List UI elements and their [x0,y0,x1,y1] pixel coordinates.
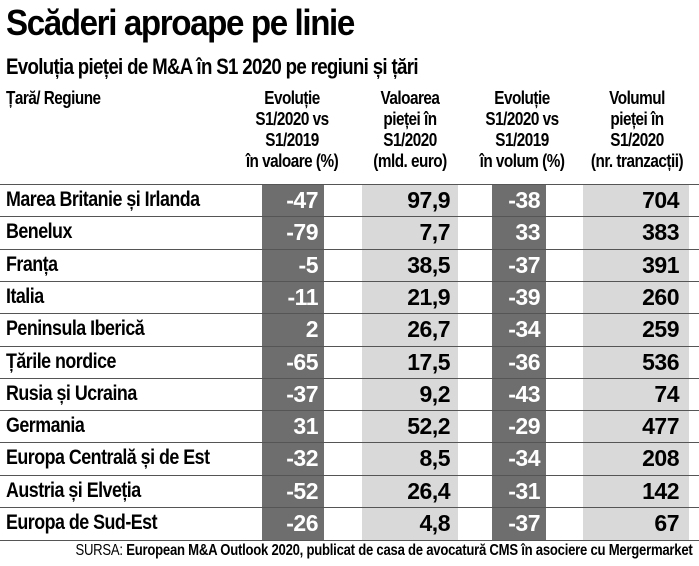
volume-cell: 74 [654,380,679,407]
value-change-cell: -37 [286,380,318,407]
volume-change-cell: -31 [508,477,540,504]
volume-cell: 67 [654,510,679,536]
header-line: Valoarea [380,88,440,108]
table-row: Austria și Elveția -52 26,4 -31 142 [0,474,699,508]
header-value-change: Evoluție S1/2020 vs S1/2019 în valoare (… [241,88,343,172]
column-band-value-change [262,184,324,540]
header-volume: Volumul pieței în S1/2020 (nr. tranzacți… [580,88,694,172]
header-line: pieței în [383,109,437,129]
region-name: Austria și Elveția [6,478,141,502]
value-cell: 26,7 [407,316,450,343]
volume-cell: 259 [642,316,679,343]
volume-cell: 142 [642,477,679,504]
region-name: Peninsula Iberică [6,317,145,341]
value-change-cell: -11 [287,283,319,310]
table-row: Marea Britanie și Irlanda -47 97,9 -38 704 [0,184,699,217]
column-band-volume-change [492,184,546,540]
volume-change-cell: -39 [508,283,540,310]
source-label: SURSA: [75,542,124,559]
column-band-volume [583,184,689,540]
table-row: Europa Centrală și de Est -32 8,5 -34 208 [0,442,699,475]
volume-cell: 536 [642,348,679,375]
volume-cell: 704 [642,187,679,213]
source-note: SURSA: European M&A Outlook 2020, public… [76,542,693,560]
header-line: S1/2019 [495,130,549,150]
source-text: European M&A Outlook 2020, publicat de c… [126,542,694,559]
value-change-cell: -26 [286,510,318,536]
value-cell: 9,2 [419,380,451,407]
volume-change-cell: -38 [508,187,540,213]
header-line: Evoluție [494,88,550,108]
value-change-cell: -32 [286,445,318,472]
volume-change-cell: -37 [508,510,540,536]
value-cell: 38,5 [407,251,450,278]
value-change-cell: -79 [286,219,318,246]
table-row: Europa de Sud-Est -26 4,8 -37 67 [0,507,699,540]
volume-change-cell: -36 [508,348,540,375]
header-line: S1/2020 [610,130,664,150]
value-cell: 52,2 [407,413,450,440]
column-band-value [362,184,458,540]
region-name: Franța [6,252,58,276]
header-region: Țară/ Regiune [6,88,101,108]
region-name: Rusia și Ucraina [6,381,137,405]
header-line: (nr. tranzacții) [590,151,684,171]
value-cell: 7,7 [419,219,451,246]
value-change-cell: -47 [286,187,318,213]
table-row: Italia -11 21,9 -39 260 [0,280,699,314]
value-cell: 97,9 [407,187,450,213]
volume-cell: 477 [642,413,679,440]
value-change-cell: -65 [286,348,318,375]
table-row: Germania 31 52,2 -29 477 [0,410,699,443]
value-change-cell: 2 [305,316,319,343]
region-name: Germania [6,414,85,438]
volume-change-cell: -34 [508,316,540,343]
volume-change-cell: -43 [508,380,540,407]
header-value: Valoarea pieței în S1/2020 (mld. euro) [359,88,461,172]
table-row: Benelux -79 7,7 33 383 [0,216,699,249]
volume-change-cell: -34 [508,445,540,472]
table-row: Rusia și Ucraina -37 9,2 -43 74 [0,377,699,411]
value-change-cell: -52 [286,477,318,504]
value-cell: 17,5 [407,348,450,375]
region-name: Țările nordice [6,349,116,373]
header-line: în volum (%) [479,151,565,171]
table-row: Țările nordice -65 17,5 -36 536 [0,345,699,379]
volume-cell: 208 [642,445,679,472]
header-line: S1/2020 vs [255,109,329,129]
volume-change-cell: 33 [515,219,540,246]
value-cell: 4,8 [419,510,451,536]
header-line: S1/2019 [265,130,319,150]
header-volume-change: Evoluție S1/2020 vs S1/2019 în volum (%) [471,88,573,172]
volume-cell: 383 [642,219,679,246]
page-subtitle: Evoluția pieței de M&A în S1 2020 pe reg… [6,54,419,79]
value-change-cell: 31 [293,413,318,440]
table-bottom-rule [0,540,699,541]
region-name: Europa Centrală și de Est [6,446,210,470]
header-line: (mld. euro) [373,151,447,171]
volume-change-cell: -29 [508,413,540,440]
header-line: pieței în [610,109,664,129]
region-name: Benelux [6,220,72,244]
header-line: Volumul [609,88,665,108]
header-line: Evoluție [264,88,320,108]
region-name: Marea Britanie și Irlanda [6,188,200,211]
header-line: în valoare (%) [245,151,339,171]
header-line: S1/2020 vs [485,109,559,129]
region-name: Italia [6,284,44,308]
value-cell: 8,5 [419,445,451,472]
table-row: Peninsula Iberică 2 26,7 -34 259 [0,313,699,346]
volume-change-cell: -37 [508,251,540,278]
table-row: Franța -5 38,5 -37 391 [0,248,699,282]
value-change-cell: -5 [298,251,319,278]
page-title: Scăderi aproape pe linie [6,2,355,43]
value-cell: 26,4 [407,477,450,504]
volume-cell: 391 [642,251,679,278]
volume-cell: 260 [642,283,679,310]
value-cell: 21,9 [407,283,450,310]
region-name: Europa de Sud-Est [6,511,158,534]
header-line: S1/2020 [383,130,437,150]
